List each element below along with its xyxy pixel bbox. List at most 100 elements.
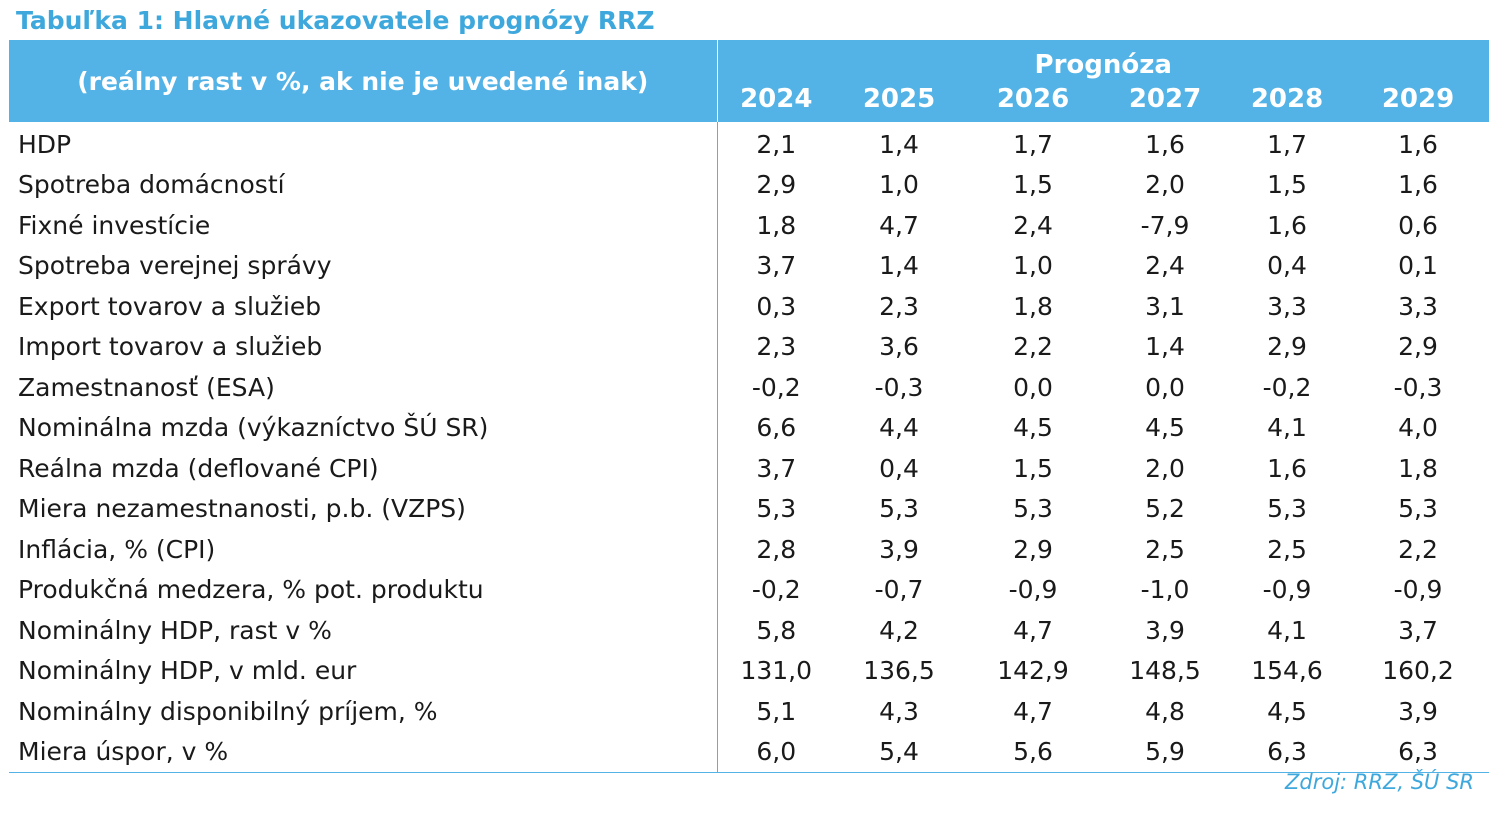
table-row: HDP 2,1 1,4 1,7 1,6 1,7 1,6 bbox=[9, 122, 1489, 165]
table-cell: 2,5 bbox=[1267, 534, 1307, 564]
table-cell: 5,4 bbox=[835, 731, 963, 773]
table-cell: 2,3 bbox=[756, 332, 797, 362]
table-header: (reálny rast v %, ak nie je uvedené inak… bbox=[9, 40, 1489, 122]
table-cell: 5,9 bbox=[1103, 731, 1227, 773]
row-label: Fixné investície bbox=[9, 205, 718, 246]
table-cell: 4,4 bbox=[879, 413, 919, 443]
table-row: Nominálny disponibilný príjem, % 5,1 4,3 4,… bbox=[9, 691, 1489, 732]
table-cell: 4,5 bbox=[1267, 696, 1307, 726]
table-cell: 2,9 bbox=[1013, 534, 1053, 564]
table-row: Export tovarov a služieb 0,3 2,3 1,8 3,1 3,3 3… bbox=[9, 286, 1489, 327]
table-cell: 6,0 bbox=[717, 731, 835, 773]
table-cell: 0,6 bbox=[1398, 210, 1438, 240]
table-row: Miera úspor, v % 6,0 5,4 5,6 5,9 6,3 6,3 bbox=[9, 731, 1489, 773]
table-cell: 1,5 bbox=[1013, 170, 1053, 200]
table-cell: 2,9 bbox=[1398, 332, 1438, 362]
table-cell: 3,9 bbox=[1145, 615, 1185, 645]
row-label: Miera nezamestnanosti, p.b. (VZPS) bbox=[9, 488, 718, 529]
table-cell: 3,3 bbox=[1398, 291, 1438, 321]
table-cell: 6,3 bbox=[1347, 731, 1489, 773]
row-label: Export tovarov a služieb bbox=[9, 286, 718, 327]
table-cell: 148,5 bbox=[1129, 656, 1201, 686]
table-cell: 5,6 bbox=[963, 731, 1103, 773]
table-cell: -0,3 bbox=[1393, 372, 1443, 402]
table-body: HDP 2,1 1,4 1,7 1,6 1,7 1,6 Spotreba domácností… bbox=[9, 122, 1489, 773]
table-cell: 0,0 bbox=[1013, 372, 1053, 402]
row-label: Nominálna mzda (výkazníctvo ŠÚ SR) bbox=[9, 407, 718, 448]
table-cell: 1,6 bbox=[1398, 170, 1438, 200]
table-cell: 160,2 bbox=[1382, 656, 1454, 686]
table-cell: 2,9 bbox=[1267, 332, 1307, 362]
table-cell: 0,4 bbox=[879, 453, 919, 483]
table-cell: 3,9 bbox=[879, 534, 919, 564]
table-cell: -0,2 bbox=[751, 575, 801, 605]
row-label: Inflácia, % (CPI) bbox=[9, 529, 718, 570]
table-cell: 2,0 bbox=[1145, 170, 1185, 200]
table-cell: 2,4 bbox=[1013, 210, 1053, 240]
table-cell: 2,0 bbox=[1145, 453, 1185, 483]
table-cell: 1,0 bbox=[879, 170, 919, 200]
table-cell: 4,8 bbox=[1145, 696, 1185, 726]
table-cell: -0,2 bbox=[751, 372, 801, 402]
table-cell: 2,4 bbox=[1145, 251, 1185, 281]
table-cell: 5,3 bbox=[756, 494, 797, 524]
table-cell: -0,9 bbox=[1393, 575, 1443, 605]
table-cell: 1,7 bbox=[1013, 129, 1053, 159]
table-cell: 4,2 bbox=[879, 615, 919, 645]
table-cell: 1,5 bbox=[1013, 453, 1053, 483]
table-cell: -0,9 bbox=[1262, 575, 1312, 605]
table-cell: 0,1 bbox=[1398, 251, 1438, 281]
table-cell: 3,6 bbox=[879, 332, 919, 362]
row-label: Produkčná medzera, % pot. produktu bbox=[9, 569, 718, 610]
row-label: Import tovarov a služieb bbox=[9, 326, 718, 367]
table-cell: 2,8 bbox=[756, 534, 797, 564]
header-year: 2025 bbox=[835, 80, 963, 122]
header-units-label: (reálny rast v %, ak nie je uvedené inak… bbox=[9, 40, 718, 122]
table-cell: 1,6 bbox=[1267, 210, 1307, 240]
table-row: Nominálna mzda (výkazníctvo ŠÚ SR) 6,6 4,4… bbox=[9, 407, 1489, 448]
table-cell: 4,1 bbox=[1267, 615, 1307, 645]
table-cell: 0,4 bbox=[1267, 251, 1307, 281]
table-cell: 2,9 bbox=[756, 170, 797, 200]
table-cell: 131,0 bbox=[740, 656, 813, 686]
table-cell: 1,6 bbox=[1267, 453, 1307, 483]
row-label: Miera úspor, v % bbox=[9, 731, 718, 773]
table-row: Inflácia, % (CPI) 2,8 3,9 2,9 2,5 2,5 2,2 bbox=[9, 529, 1489, 570]
table-cell: 3,7 bbox=[756, 453, 797, 483]
header-year: 2029 bbox=[1347, 80, 1489, 122]
table-cell: 5,3 bbox=[1013, 494, 1053, 524]
header-year: 2024 bbox=[717, 80, 835, 122]
table-cell: 4,5 bbox=[1145, 413, 1185, 443]
table-row: Produkčná medzera, % pot. produktu -0,2 -0… bbox=[9, 569, 1489, 610]
table-cell: 4,7 bbox=[879, 210, 919, 240]
table-cell: -0,2 bbox=[1262, 372, 1312, 402]
table-cell: 0,3 bbox=[756, 291, 797, 321]
table-cell: 1,4 bbox=[879, 251, 919, 281]
table-row: Zamestnanosť (ESA) -0,2 -0,3 0,0 0,0 -0,2 -0,3 bbox=[9, 367, 1489, 408]
table-cell: 2,2 bbox=[1013, 332, 1053, 362]
table-cell: 4,7 bbox=[1013, 615, 1053, 645]
table-row: Spotreba verejnej správy 3,7 1,4 1,0 2,4 0,4 0… bbox=[9, 245, 1489, 286]
table-row: Spotreba domácností 2,9 1,0 1,5 2,0 1,5 1,6 bbox=[9, 164, 1489, 205]
table-cell: 0,0 bbox=[1145, 372, 1185, 402]
table-cell: 2,5 bbox=[1145, 534, 1185, 564]
table-cell: 2,1 bbox=[756, 129, 797, 159]
table-cell: 5,2 bbox=[1145, 494, 1185, 524]
table-cell: 4,3 bbox=[879, 696, 919, 726]
table-cell: 5,3 bbox=[1398, 494, 1438, 524]
header-year: 2026 bbox=[963, 80, 1103, 122]
table-cell: 3,1 bbox=[1145, 291, 1185, 321]
header-year: 2027 bbox=[1103, 80, 1227, 122]
row-label: Nominálny HDP, rast v % bbox=[9, 610, 718, 651]
source-note: Zdroj: RRZ, ŠÚ SR bbox=[1285, 770, 1474, 794]
table-cell: 154,6 bbox=[1251, 656, 1323, 686]
table-cell: 6,3 bbox=[1227, 731, 1347, 773]
table-cell: 4,5 bbox=[1013, 413, 1053, 443]
forecast-table-container: (reálny rast v %, ak nie je uvedené inak… bbox=[9, 40, 1489, 773]
row-label: Nominálny HDP, v mld. eur bbox=[9, 650, 718, 691]
table-cell: 6,6 bbox=[756, 413, 797, 443]
table-cell: 1,8 bbox=[1013, 291, 1053, 321]
table-cell: 4,1 bbox=[1267, 413, 1307, 443]
table-cell: 1,4 bbox=[1145, 332, 1185, 362]
table-cell: -1,0 bbox=[1140, 575, 1190, 605]
